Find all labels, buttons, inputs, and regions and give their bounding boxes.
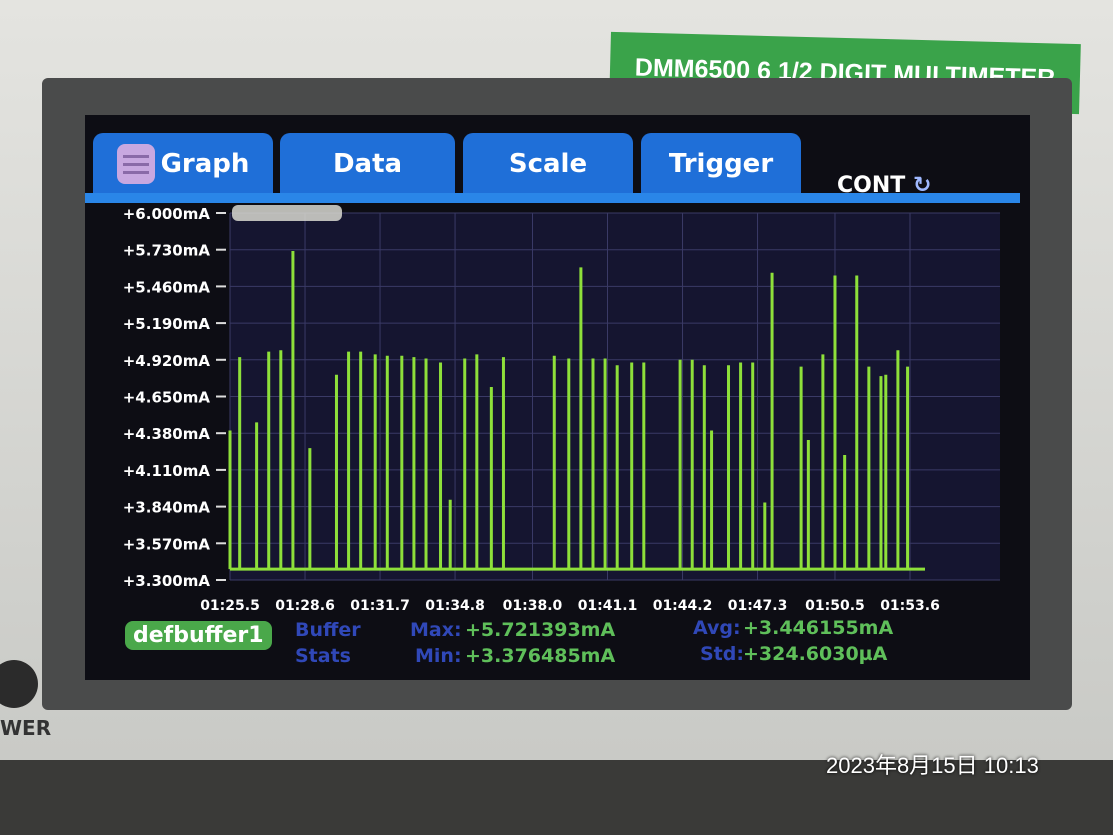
tab-trigger[interactable]: Trigger — [641, 133, 801, 195]
buffer-stats-title-2: Stats — [295, 645, 351, 667]
instrument-base — [0, 760, 1113, 835]
graph-chart[interactable]: +3.300mA +3.570mA +3.840mA +4.110mA +4.380mA… — [85, 115, 1030, 615]
y-tick-label: +6.000mA — [123, 205, 211, 223]
tab-graph[interactable]: Graph — [93, 133, 273, 195]
menu-icon[interactable] — [116, 144, 155, 184]
tab-label: Trigger — [668, 149, 774, 179]
x-tick-label: 01:53.6 — [880, 598, 940, 614]
trigger-mode-button[interactable]: CONT ↻ — [837, 173, 931, 198]
min-value: +3.376485mA — [465, 645, 616, 667]
y-tick-label: +5.190mA — [123, 315, 211, 333]
std-label: Std: — [700, 643, 744, 665]
y-tick-label: +3.300mA — [123, 572, 211, 590]
tab-data[interactable]: Data — [280, 133, 455, 195]
avg-value: +3.446155mA — [743, 617, 894, 639]
max-value: +5.721393mA — [465, 619, 616, 641]
buffer-stats: defbuffer1 Buffer Stats Max: +5.721393mA… — [115, 615, 1015, 670]
power-label: WER — [0, 716, 52, 740]
photo-timestamp: 2023年8月15日 10:13 — [826, 753, 1039, 778]
avg-label: Avg: — [693, 617, 741, 639]
x-tick-label: 01:50.5 — [805, 598, 865, 614]
trigger-mode-label: CONT — [837, 173, 906, 198]
y-tick-label: +5.730mA — [123, 242, 211, 260]
x-tick-label: 01:44.2 — [653, 598, 713, 614]
power-button[interactable] — [0, 660, 38, 708]
tab-scale[interactable]: Scale — [463, 133, 633, 195]
display-screen: Graph Data Scale Trigger CONT ↻ +3.300mA… — [85, 115, 1030, 680]
y-tick-label: +4.920mA — [123, 352, 211, 370]
x-tick-label: 01:25.5 — [200, 598, 260, 614]
tab-label: Data — [332, 149, 403, 179]
std-value: +324.6030µA — [743, 643, 888, 665]
x-tick-label: 01:41.1 — [578, 598, 638, 614]
y-tick-label: +3.840mA — [123, 499, 211, 517]
buffer-stats-title: Buffer — [295, 619, 361, 641]
y-tick-label: +4.380mA — [123, 425, 211, 443]
tab-label: Graph — [160, 149, 250, 179]
buffer-name-button[interactable]: defbuffer1 — [125, 621, 272, 650]
cursor-marker — [232, 205, 342, 221]
tab-bar: Graph Data Scale Trigger CONT ↻ — [85, 123, 1030, 205]
x-tick-label: 01:47.3 — [728, 598, 788, 614]
x-tick-label: 01:34.8 — [425, 598, 485, 614]
tab-underline — [85, 193, 1020, 203]
y-tick-label: +5.460mA — [123, 278, 211, 296]
x-tick-label: 01:38.0 — [503, 598, 563, 614]
x-tick-label: 01:28.6 — [275, 598, 335, 614]
min-label: Min: — [415, 645, 462, 667]
x-tick-label: 01:31.7 — [350, 598, 410, 614]
y-tick-label: +3.570mA — [123, 535, 211, 553]
max-label: Max: — [410, 619, 462, 641]
y-tick-label: +4.110mA — [123, 462, 211, 480]
y-tick-label: +4.650mA — [123, 389, 211, 407]
tab-label: Scale — [508, 149, 588, 179]
refresh-icon: ↻ — [912, 173, 932, 198]
